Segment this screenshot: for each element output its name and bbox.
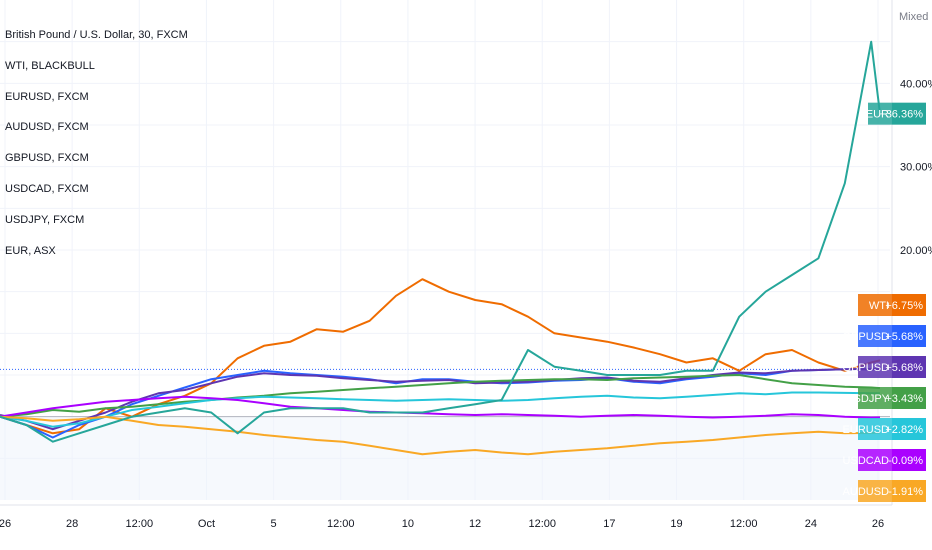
- legend-item-gbpusd[interactable]: GBPUSD, FXCM: [5, 152, 89, 165]
- legend-item-main[interactable]: British Pound / U.S. Dollar, 30, FXCM: [5, 29, 188, 41]
- legend-item-eurusd[interactable]: EURUSD, FXCM: [5, 90, 89, 103]
- value-badge-eurusd: EURUSD+2.82%: [843, 418, 926, 440]
- series-line-usdjpy-3: [0, 374, 881, 418]
- x-tick-label: 10: [402, 518, 414, 530]
- x-tick-label: 12:00: [327, 518, 355, 530]
- y-tick-label: 30.00%: [900, 162, 932, 174]
- x-tick-label: 5: [271, 518, 277, 530]
- baseline-area: [0, 416, 880, 500]
- badge-symbol: EURUSD: [843, 424, 890, 436]
- value-badge-audusd: AUDUSD -1.91%: [843, 480, 926, 502]
- badge-value: -0.09%: [888, 455, 923, 467]
- badge-value: +2.82%: [885, 424, 923, 436]
- x-tick-label: 19: [670, 518, 682, 530]
- value-badge-gbpusd: GBPUSD+5.68%: [843, 356, 926, 378]
- legend-item-audusd[interactable]: AUDUSD, FXCM: [5, 121, 89, 134]
- badge-symbol: USDCAD: [843, 455, 890, 467]
- x-tick-label: 26: [872, 518, 884, 530]
- legend-item-usdjpy[interactable]: USDJPY, FXCM: [5, 213, 85, 226]
- badge-value: -1.91%: [888, 486, 923, 498]
- legend-item-usdcad[interactable]: USDCAD, FXCM: [5, 182, 89, 195]
- scale-mode-label: Mixed: [899, 11, 928, 23]
- x-tick-label: 12:00: [126, 518, 154, 530]
- legend-item-eur[interactable]: EUR, ASX: [5, 244, 56, 257]
- series-line-audusd-6: [0, 415, 881, 456]
- value-badge-eur: EUR+36.36%: [866, 102, 926, 125]
- y-tick-label: 40.00%: [900, 78, 932, 90]
- badge-value: +5.68%: [885, 362, 923, 374]
- series-line-eurusd-4: [0, 391, 881, 428]
- x-tick-label: Oct: [198, 518, 215, 530]
- badge-symbol: AUDUSD: [843, 486, 890, 498]
- badge-symbol: GBPUSD: [843, 331, 890, 343]
- series-line-gbpusd-2: [0, 368, 881, 431]
- badge-value: +36.36%: [879, 109, 923, 121]
- value-badge-usdcad: USDCAD -0.09%: [843, 449, 926, 471]
- badge-symbol: WTI: [869, 300, 889, 312]
- x-tick-label: 24: [805, 518, 817, 530]
- x-tick-label: 12: [469, 518, 481, 530]
- badge-symbol: GBPUSD: [843, 362, 890, 374]
- x-tick-label: 12:00: [730, 518, 758, 530]
- y-tick-label: 20.00%: [900, 245, 932, 257]
- x-tick-label: 12:00: [528, 518, 556, 530]
- badge-symbol: EUR: [866, 109, 889, 121]
- value-badge-wti: WTI+6.75%: [858, 294, 926, 316]
- series-line-eur-7: [0, 40, 881, 443]
- badge-value: +3.43%: [885, 393, 923, 405]
- legend: British Pound / U.S. Dollar, 30, FXCM WT…: [5, 20, 188, 266]
- x-tick-label: 28: [66, 518, 78, 530]
- value-badge-gbpusd: GBPUSD+5.68%: [843, 325, 926, 347]
- badge-value: +6.75%: [885, 300, 923, 312]
- badge-symbol: USDJPY: [846, 393, 890, 405]
- series-line-usdcad-5: [0, 395, 881, 419]
- badge-value: +5.68%: [885, 331, 923, 343]
- x-tick-label: 26: [0, 518, 11, 530]
- x-tick-label: 17: [603, 518, 615, 530]
- legend-item-wti[interactable]: WTI, BLACKBULL: [5, 59, 95, 72]
- value-badge-usdjpy: USDJPY+3.43%: [846, 387, 926, 409]
